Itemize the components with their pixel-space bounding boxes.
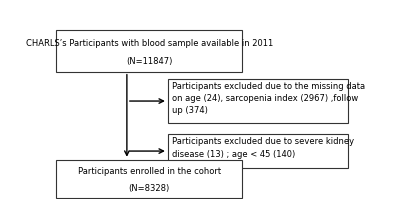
FancyBboxPatch shape bbox=[56, 30, 242, 72]
Text: disease (13) ; age < 45 (140): disease (13) ; age < 45 (140) bbox=[172, 150, 296, 159]
Text: (N=8328): (N=8328) bbox=[128, 184, 170, 193]
Text: Participants enrolled in the cohort: Participants enrolled in the cohort bbox=[78, 167, 221, 176]
FancyBboxPatch shape bbox=[168, 134, 348, 168]
Text: Participants excluded due to the missing data: Participants excluded due to the missing… bbox=[172, 82, 366, 91]
FancyBboxPatch shape bbox=[168, 79, 348, 123]
Text: Participants excluded due to severe kidney: Participants excluded due to severe kidn… bbox=[172, 137, 354, 146]
Text: on age (24), sarcopenia index (2967) ,follow: on age (24), sarcopenia index (2967) ,fo… bbox=[172, 94, 359, 103]
Text: (N=11847): (N=11847) bbox=[126, 57, 172, 66]
Text: up (374): up (374) bbox=[172, 106, 208, 114]
FancyBboxPatch shape bbox=[56, 160, 242, 198]
Text: CHARLS’s Participants with blood sample available in 2011: CHARLS’s Participants with blood sample … bbox=[26, 39, 273, 48]
